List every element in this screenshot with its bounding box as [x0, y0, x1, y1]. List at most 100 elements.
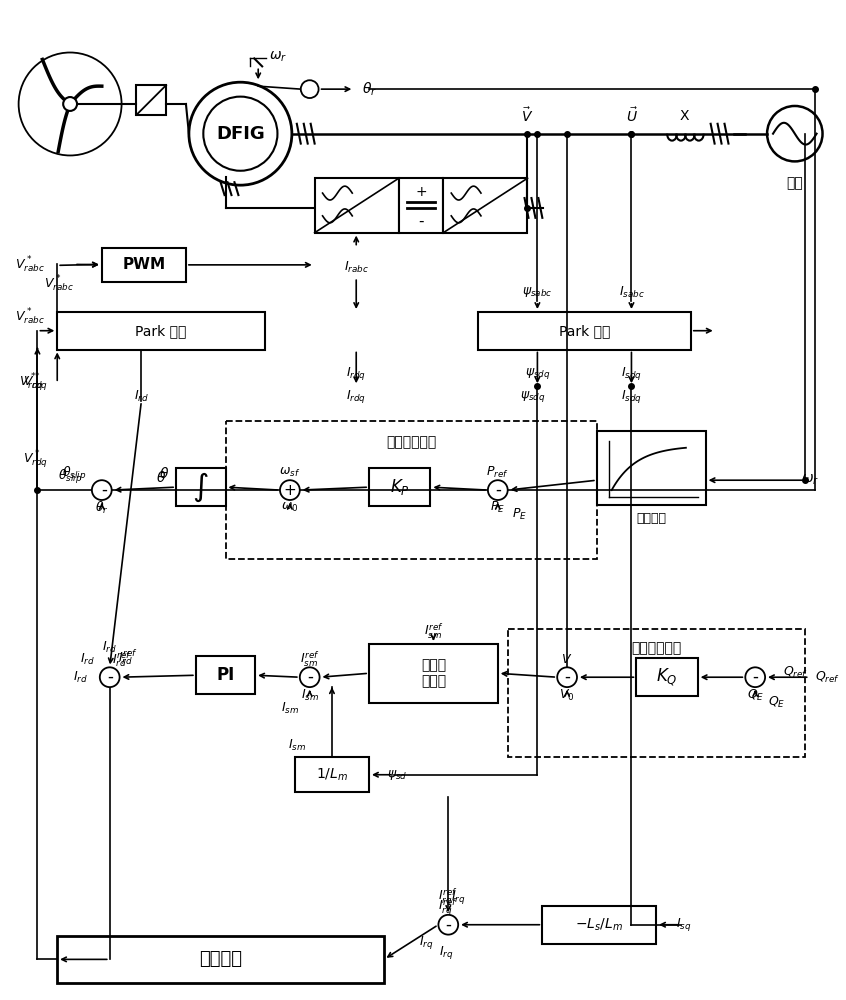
Text: $I_{sq}$: $I_{sq}$ — [676, 916, 692, 933]
Text: $I_{rd}$: $I_{rd}$ — [102, 640, 117, 655]
Circle shape — [299, 667, 320, 687]
Text: $V^*_{rabc}$: $V^*_{rabc}$ — [14, 254, 44, 275]
Bar — [542, 906, 656, 944]
Text: $\theta$: $\theta$ — [159, 466, 169, 481]
Text: 电流内环: 电流内环 — [199, 950, 242, 968]
Bar — [369, 644, 497, 703]
Text: $V_0$: $V_0$ — [559, 687, 575, 703]
Text: $1/L_m$: $1/L_m$ — [316, 767, 348, 783]
Text: -: - — [752, 668, 758, 686]
Circle shape — [280, 480, 299, 500]
Text: $\psi_{sd}$: $\psi_{sd}$ — [387, 768, 407, 782]
Text: $I_{rq}$: $I_{rq}$ — [439, 944, 453, 961]
Text: $V^*_{rdq}$: $V^*_{rdq}$ — [19, 372, 44, 394]
Bar — [295, 757, 369, 792]
Text: $-L_s/L_m$: $-L_s/L_m$ — [575, 917, 624, 933]
Bar — [636, 658, 698, 696]
Text: -: - — [564, 668, 570, 686]
Text: $I_{rq}$: $I_{rq}$ — [451, 889, 465, 906]
Bar — [508, 629, 805, 757]
Text: $I_{sm}$: $I_{sm}$ — [288, 738, 306, 753]
Text: PI: PI — [217, 666, 234, 684]
Text: +: + — [283, 483, 296, 498]
Text: $I_{sdq}$: $I_{sdq}$ — [621, 388, 642, 405]
Text: $I_{rdq}$: $I_{rdq}$ — [346, 388, 366, 405]
Circle shape — [189, 82, 292, 185]
Text: $\theta_r$: $\theta_r$ — [361, 80, 376, 98]
Bar — [315, 178, 398, 233]
Text: $\theta_r$: $\theta_r$ — [95, 500, 108, 516]
Text: $\theta_{slip}$: $\theta_{slip}$ — [62, 465, 86, 483]
Text: $\psi_{sabc}$: $\psi_{sabc}$ — [522, 285, 552, 299]
Text: 电压下垂控制: 电压下垂控制 — [631, 642, 681, 656]
Text: 流计算: 流计算 — [420, 674, 446, 688]
Circle shape — [301, 80, 319, 98]
Text: $I^{ref}_{rd}$: $I^{ref}_{rd}$ — [118, 648, 137, 667]
Text: -: - — [101, 481, 107, 499]
Text: $I_{rabc}$: $I_{rabc}$ — [343, 260, 369, 275]
Circle shape — [92, 480, 112, 500]
Text: $\theta_{slip}$: $\theta_{slip}$ — [58, 468, 82, 486]
Bar — [58, 312, 265, 350]
Circle shape — [438, 915, 459, 935]
Bar — [369, 468, 431, 506]
Bar — [102, 248, 186, 282]
Circle shape — [203, 97, 277, 171]
Text: $I^{ref}_{rq}$: $I^{ref}_{rq}$ — [438, 896, 459, 918]
Text: X: X — [679, 109, 689, 123]
Text: $Q_E$: $Q_E$ — [768, 694, 786, 710]
Text: $V$: $V$ — [562, 653, 573, 666]
Bar — [596, 431, 706, 505]
Bar — [195, 656, 255, 694]
Text: $I^{ref}_{sm}$: $I^{ref}_{sm}$ — [424, 622, 443, 641]
Text: $\vec{U}$: $\vec{U}$ — [625, 107, 637, 125]
Bar — [226, 421, 596, 559]
Text: $\theta$: $\theta$ — [156, 470, 167, 485]
Text: $\psi_{sdq}$: $\psi_{sdq}$ — [525, 366, 550, 381]
Text: $Q_{ref}$: $Q_{ref}$ — [783, 665, 808, 680]
Text: $P_{ref}$: $P_{ref}$ — [486, 465, 509, 480]
Text: 减载控制: 减载控制 — [636, 512, 667, 525]
Circle shape — [767, 106, 822, 161]
Text: 频率下垂控制: 频率下垂控制 — [386, 436, 437, 450]
Text: $I^{ref}_{rq}$: $I^{ref}_{rq}$ — [438, 886, 459, 908]
Text: -: - — [445, 916, 451, 934]
Circle shape — [63, 97, 77, 111]
Text: $I^{ref}_{rd}$: $I^{ref}_{rd}$ — [112, 650, 131, 669]
Circle shape — [100, 667, 119, 687]
Text: $\omega_0$: $\omega_0$ — [281, 501, 299, 514]
Text: -: - — [307, 668, 313, 686]
Circle shape — [558, 667, 577, 687]
Text: $I_{sm}$: $I_{sm}$ — [281, 701, 299, 716]
Text: $V^*_{rdq}$: $V^*_{rdq}$ — [23, 372, 47, 394]
Text: $Q_E$: $Q_E$ — [746, 687, 764, 703]
Text: $\int$: $\int$ — [193, 470, 209, 504]
Text: $I_{rd}$: $I_{rd}$ — [134, 388, 149, 404]
Text: Park 变换: Park 变换 — [135, 324, 187, 338]
Text: $K_P$: $K_P$ — [390, 477, 409, 497]
Text: PWM: PWM — [123, 257, 166, 272]
Text: $I_{rq}$: $I_{rq}$ — [420, 934, 434, 951]
Text: $V^*_{rdq}$: $V^*_{rdq}$ — [23, 449, 47, 471]
Text: $P_E$: $P_E$ — [512, 507, 527, 522]
Text: $I_{sabc}$: $I_{sabc}$ — [618, 285, 645, 300]
Text: Park 变换: Park 变换 — [558, 324, 610, 338]
Text: $\omega_r$: $\omega_r$ — [269, 49, 287, 64]
Bar — [176, 468, 226, 506]
Text: $I_{rdq}$: $I_{rdq}$ — [346, 365, 366, 382]
Text: $I_{sm}$: $I_{sm}$ — [300, 687, 319, 703]
Text: $\omega_r$: $\omega_r$ — [800, 473, 819, 487]
Text: $\omega_{sf}$: $\omega_{sf}$ — [279, 466, 300, 479]
Text: $K_Q$: $K_Q$ — [656, 666, 678, 688]
Circle shape — [745, 667, 765, 687]
Text: -: - — [107, 668, 113, 686]
Text: -: - — [418, 213, 424, 228]
Text: +: + — [415, 185, 427, 199]
Text: $I_{rd}$: $I_{rd}$ — [73, 670, 87, 685]
Text: $P_E$: $P_E$ — [491, 500, 505, 515]
Text: $\psi_{sdq}$: $\psi_{sdq}$ — [519, 389, 545, 404]
Bar — [136, 85, 166, 115]
Text: $I_{sdq}$: $I_{sdq}$ — [621, 365, 642, 382]
Text: $V^*_{rabc}$: $V^*_{rabc}$ — [14, 307, 44, 327]
Text: $V^*_{rabc}$: $V^*_{rabc}$ — [44, 274, 74, 294]
